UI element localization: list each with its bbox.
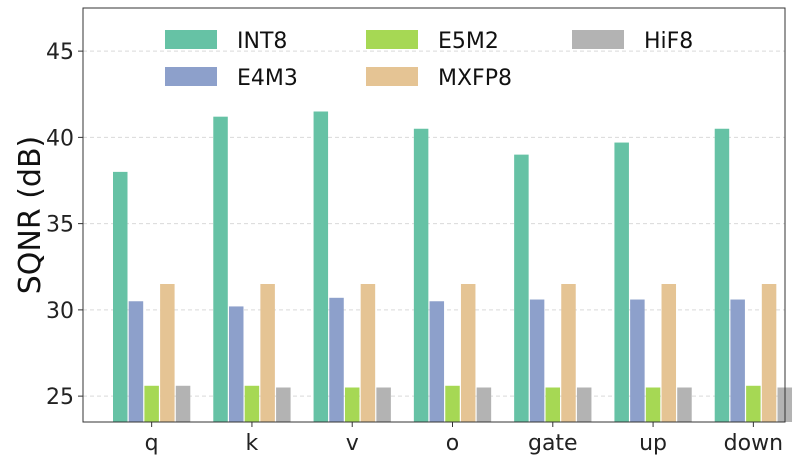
bar-mxfp8-gate xyxy=(561,284,576,422)
x-tick-label-k: k xyxy=(246,431,259,456)
bar-hif8-gate xyxy=(576,387,592,422)
bar-e5m2-v xyxy=(344,387,360,422)
bar-e4m3-up xyxy=(630,299,645,422)
legend-swatch-int8 xyxy=(165,30,217,49)
y-tick-label-35: 35 xyxy=(46,213,74,238)
bar-mxfp8-down xyxy=(761,284,777,422)
bar-e5m2-q xyxy=(144,385,159,422)
bar-int8-k xyxy=(213,116,228,423)
bar-e4m3-gate xyxy=(529,299,545,422)
bar-e4m3-o xyxy=(429,301,445,422)
legend-swatch-mxfp8 xyxy=(366,67,418,86)
legend-swatch-e5m2 xyxy=(366,30,418,49)
legend-swatch-e4m3 xyxy=(165,67,217,86)
legend-label-e5m2: E5M2 xyxy=(438,29,499,54)
legend-label-hif8: HiF8 xyxy=(644,29,693,54)
bar-e5m2-up xyxy=(645,387,661,422)
x-tick-label-gate: gate xyxy=(528,431,578,456)
x-tick-label-o: o xyxy=(446,431,459,456)
x-ticks: q k v o gate up down xyxy=(145,422,783,456)
bar-e4m3-down xyxy=(730,299,745,422)
bar-mxfp8-q xyxy=(160,284,175,422)
bar-e5m2-gate xyxy=(545,387,561,422)
bar-hif8-v xyxy=(376,387,391,422)
bar-e4m3-q xyxy=(128,301,144,422)
bar-hif8-o xyxy=(476,387,492,422)
bar-e5m2-k xyxy=(244,385,260,422)
y-tick-label-30: 30 xyxy=(46,299,74,324)
y-tick-label-40: 40 xyxy=(46,126,74,151)
x-tick-label-down: down xyxy=(724,431,783,456)
legend-label-int8: INT8 xyxy=(237,29,287,54)
axes xyxy=(82,7,786,423)
legend-label-mxfp8: MXFP8 xyxy=(438,66,512,91)
bar-int8-v xyxy=(313,111,329,422)
bar-int8-q xyxy=(113,171,128,422)
bar-mxfp8-up xyxy=(661,284,677,422)
y-ticks: 25 30 35 40 45 xyxy=(46,40,83,410)
bar-int8-o xyxy=(413,128,429,422)
bar-e5m2-down xyxy=(746,385,761,422)
legend: INT8 E4M3 E5M2 MXFP8 HiF8 xyxy=(165,29,693,91)
bar-hif8-q xyxy=(175,385,191,422)
bar-int8-up xyxy=(614,142,629,423)
y-tick-label-25: 25 xyxy=(46,385,74,410)
legend-swatch-hif8 xyxy=(572,30,624,49)
bar-int8-gate xyxy=(514,154,529,422)
bar-mxfp8-o xyxy=(460,284,476,422)
bars xyxy=(113,111,793,423)
bar-mxfp8-k xyxy=(260,284,275,422)
bar-e5m2-o xyxy=(445,385,460,422)
y-tick-label-45: 45 xyxy=(46,40,74,65)
plot-frame xyxy=(82,7,786,423)
bar-hif8-k xyxy=(276,387,291,422)
bar-e4m3-v xyxy=(329,297,344,422)
bar-hif8-up xyxy=(677,387,692,422)
x-tick-label-q: q xyxy=(145,431,159,456)
y-axis-label: SQNR (dB) xyxy=(13,136,48,295)
bar-e4m3-k xyxy=(228,306,244,422)
bar-int8-down xyxy=(714,128,730,422)
x-tick-label-up: up xyxy=(639,431,667,456)
x-tick-label-v: v xyxy=(346,431,359,456)
legend-label-e4m3: E4M3 xyxy=(237,66,298,91)
bar-mxfp8-v xyxy=(360,284,376,422)
